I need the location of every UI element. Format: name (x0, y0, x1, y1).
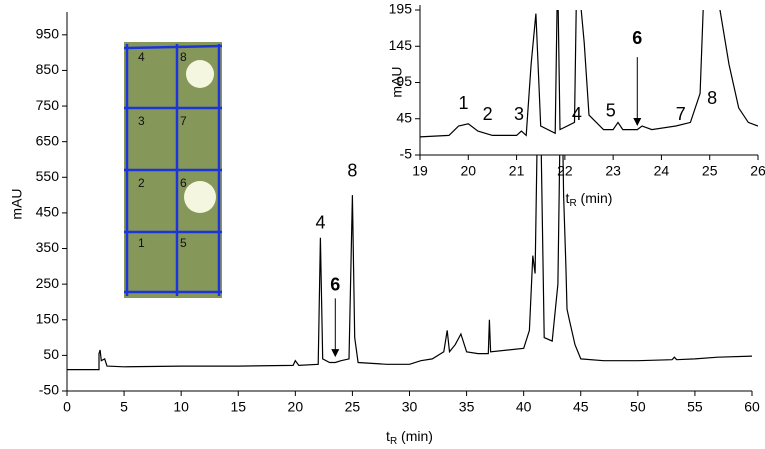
y-axis-label: mAU (389, 66, 405, 97)
x-axis-label: tR (min) (566, 190, 613, 209)
peak-label: 8 (707, 88, 717, 108)
peak-label: 1 (458, 93, 468, 113)
y-tick-label: -5 (400, 146, 413, 162)
y-tick-label: 950 (36, 26, 60, 42)
tlc-plate: 4 8 3 7 2 6 1 5 (123, 42, 223, 298)
arrow-head (633, 118, 642, 126)
x-tick-label: 15 (230, 399, 246, 415)
inset-background (420, 10, 758, 155)
peak-label: 8 (347, 161, 357, 181)
y-tick-label: 195 (389, 1, 413, 17)
plot (67, 41, 753, 371)
x-tick-label: 0 (63, 399, 71, 415)
peak-label: 7 (676, 104, 686, 124)
x-tick-label: 26 (750, 163, 765, 179)
y-tick-label: 95 (396, 73, 412, 89)
plate-label: 3 (138, 114, 145, 128)
x-tick-label: 20 (460, 163, 476, 179)
x-axis-label-part: R (569, 198, 576, 209)
x-tick-label: 55 (687, 399, 703, 415)
y-tick-label: 450 (36, 204, 60, 220)
x-axis-label-part: (min) (397, 428, 433, 444)
trace (67, 41, 753, 371)
x-tick-label: 19 (412, 163, 428, 179)
y-tick-label: 250 (36, 275, 60, 291)
x-axis-label-part: t (566, 190, 570, 206)
x-tick-label: 23 (605, 163, 621, 179)
peak-label: 4 (315, 212, 325, 232)
arrow-head (331, 349, 340, 358)
x-axis-label-part: (min) (577, 190, 613, 206)
plate-label: 6 (180, 176, 187, 190)
y-tick-label: 750 (36, 97, 60, 113)
x-tick-label: 30 (402, 399, 418, 415)
x-tick-label: 24 (654, 163, 670, 179)
x-tick-label: 50 (630, 399, 646, 415)
plate-label: 2 (138, 176, 145, 190)
x-axis-label: tR (min) (386, 428, 433, 447)
x-tick-label: 40 (516, 399, 532, 415)
y-axis-label: mAU (9, 188, 25, 219)
y-tick-label: 650 (36, 132, 60, 148)
plate-label: 8 (180, 50, 187, 64)
peak-label: 5 (606, 100, 616, 120)
y-tick-label: 45 (396, 109, 412, 125)
x-tick-label: 25 (702, 163, 718, 179)
peak-label: 2 (483, 104, 493, 124)
y-tick-label: 550 (36, 168, 60, 184)
x-tick-label: 10 (173, 399, 189, 415)
x-tick-label: 5 (120, 399, 128, 415)
x-tick-label: 35 (459, 399, 475, 415)
trace (420, 10, 758, 138)
x-tick-label: 21 (509, 163, 525, 179)
plate-label: 7 (180, 114, 187, 128)
y-tick-label: 350 (36, 239, 60, 255)
plate-label: 5 (180, 236, 187, 250)
peak-label: 6 (330, 275, 340, 295)
x-tick-label: 25 (345, 399, 361, 415)
x-axis-label-part: R (390, 436, 397, 447)
y-tick-label: -50 (39, 382, 59, 398)
plate-label: 4 (138, 50, 145, 64)
y-tick-label: 145 (389, 37, 413, 53)
y-tick-label: 850 (36, 61, 60, 77)
peak-label: 4 (572, 104, 582, 124)
x-tick-label: 60 (744, 399, 760, 415)
x-axis-label-part: t (386, 428, 390, 444)
y-tick-label: 150 (36, 310, 60, 326)
x-tick-label: 45 (573, 399, 589, 415)
peak-label: 6 (632, 28, 642, 48)
plot (420, 10, 758, 138)
x-tick-label: 20 (288, 399, 304, 415)
peak-label: 3 (514, 104, 524, 124)
plate-label: 1 (138, 236, 145, 250)
x-tick-label: 22 (557, 163, 573, 179)
y-tick-label: 50 (43, 346, 59, 362)
